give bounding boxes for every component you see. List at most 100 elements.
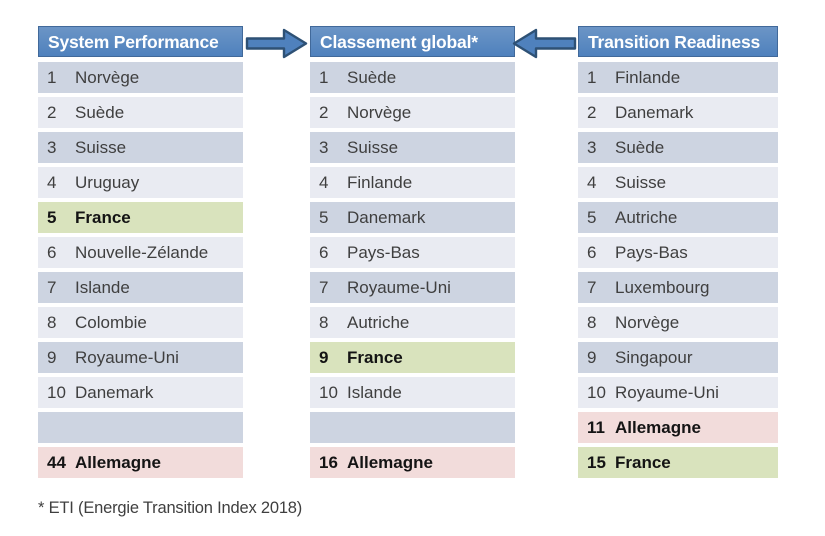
country-name: Luxembourg (615, 277, 710, 297)
rank-number: 1 (319, 67, 329, 87)
rank-number: 3 (47, 137, 57, 157)
rank-number: 4 (587, 172, 597, 192)
footnote-eti: * ETI (Energie Transition Index 2018) (38, 499, 303, 517)
country-name: Pays-Bas (347, 242, 420, 262)
country-name: Nouvelle-Zélande (75, 242, 209, 262)
country-name: Danemark (75, 382, 154, 402)
country-name: Danemark (347, 207, 426, 227)
rank-number: 4 (47, 172, 57, 192)
arrow-right-icon (245, 27, 309, 60)
country-name: Royaume-Uni (75, 347, 179, 367)
rank-number: 2 (587, 102, 597, 122)
ranking-row: 44 Allemagne (38, 447, 243, 478)
empty-row (310, 412, 515, 443)
ranking-list-transition-readiness: 1 Finlande 2 Danemark 3 Suède 4 Suisse 5 Autriche… (578, 62, 778, 478)
rank-number: 2 (47, 102, 57, 122)
rank-number: 9 (47, 347, 57, 367)
rank-number: 6 (319, 242, 329, 262)
rank-number: 7 (319, 277, 329, 297)
rank-number: 8 (47, 312, 57, 332)
ranking-row: 6 Pays-Bas (578, 237, 778, 268)
ranking-list-system-performance: 1 Norvège 2 Suède 3 Suisse 4 Uruguay 5 France 6 Nou… (38, 62, 243, 478)
rank-number: 1 (587, 67, 597, 87)
rank-number: 5 (319, 207, 329, 227)
column-header-classement-global: Classement global* (310, 26, 515, 57)
ranking-row: 8 Norvège (578, 307, 778, 338)
ranking-row: 10 Royaume-Uni (578, 377, 778, 408)
column-transition-readiness: Transition Readiness 1 Finlande 2 Danemark 3… (578, 26, 778, 482)
country-name: Pays-Bas (615, 242, 688, 262)
ranking-row: 3 Suisse (310, 132, 515, 163)
rank-number: 3 (319, 137, 329, 157)
country-name: Suisse (347, 137, 399, 157)
rank-number: 7 (587, 277, 597, 297)
rank-number: 10 (319, 382, 338, 402)
country-name: Autriche (347, 312, 410, 332)
ranking-row: 4 Uruguay (38, 167, 243, 198)
rank-number: 6 (47, 242, 57, 262)
rank-number: 15 (587, 452, 606, 472)
ranking-row: 9 Royaume-Uni (38, 342, 243, 373)
ranking-row: 2 Norvège (310, 97, 515, 128)
ranking-row: 10 Islande (310, 377, 515, 408)
arrow-left-icon (511, 27, 577, 60)
country-name: Finlande (615, 67, 681, 87)
rank-number: 11 (587, 417, 605, 437)
country-name: Islande (347, 382, 402, 402)
ranking-row: 9 France (310, 342, 515, 373)
rank-number: 8 (319, 312, 329, 332)
rank-number: 9 (587, 347, 597, 367)
rank-number: 3 (587, 137, 597, 157)
ranking-row: 5 Danemark (310, 202, 515, 233)
rank-number: 5 (587, 207, 597, 227)
ranking-row: 3 Suède (578, 132, 778, 163)
country-name: Norvège (347, 102, 412, 122)
country-name: Suisse (75, 137, 127, 157)
ranking-row: 8 Autriche (310, 307, 515, 338)
country-name: Allemagne (75, 452, 161, 472)
rank-number: 4 (319, 172, 329, 192)
ranking-row: 7 Islande (38, 272, 243, 303)
ranking-row: 6 Pays-Bas (310, 237, 515, 268)
rank-number: 5 (47, 207, 57, 227)
country-name: Allemagne (615, 417, 701, 437)
ranking-row: 10 Danemark (38, 377, 243, 408)
country-name: Allemagne (347, 452, 433, 472)
country-name: Autriche (615, 207, 678, 227)
rank-number: 10 (47, 382, 66, 402)
country-name: Suède (75, 102, 125, 122)
country-name: Colombie (75, 312, 147, 332)
ranking-row: 6 Nouvelle-Zélande (38, 237, 243, 268)
rank-number: 1 (47, 67, 57, 87)
ranking-row: 15 France (578, 447, 778, 478)
empty-row (38, 412, 243, 443)
ranking-row: 1 Norvège (38, 62, 243, 93)
rank-number: 44 (47, 452, 66, 472)
rank-number: 9 (319, 347, 329, 367)
country-name: Danemark (615, 102, 694, 122)
column-system-performance: System Performance 1 Norvège 2 Suède 3 Suisse… (38, 26, 243, 482)
ranking-row: 4 Suisse (578, 167, 778, 198)
country-name: Suède (615, 137, 665, 157)
country-name: Royaume-Uni (347, 277, 451, 297)
rank-number: 2 (319, 102, 329, 122)
ranking-row: 1 Finlande (578, 62, 778, 93)
country-name: France (615, 452, 671, 472)
ranking-row: 5 France (38, 202, 243, 233)
column-header-system-performance: System Performance (38, 26, 243, 57)
rank-number: 16 (319, 452, 338, 472)
column-header-transition-readiness: Transition Readiness (578, 26, 778, 57)
country-name: Uruguay (75, 172, 140, 192)
country-name: Islande (75, 277, 130, 297)
country-name: Norvège (75, 67, 140, 87)
ranking-row: 9 Singapour (578, 342, 778, 373)
rank-number: 8 (587, 312, 597, 332)
country-name: Finlande (347, 172, 413, 192)
ranking-row: 4 Finlande (310, 167, 515, 198)
rank-number: 7 (47, 277, 57, 297)
country-name: Norvège (615, 312, 680, 332)
country-name: Singapour (615, 347, 693, 367)
ranking-row: 7 Luxembourg (578, 272, 778, 303)
country-name: France (347, 347, 403, 367)
ranking-row: 5 Autriche (578, 202, 778, 233)
